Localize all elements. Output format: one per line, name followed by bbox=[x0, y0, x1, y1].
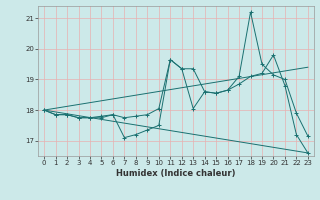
X-axis label: Humidex (Indice chaleur): Humidex (Indice chaleur) bbox=[116, 169, 236, 178]
